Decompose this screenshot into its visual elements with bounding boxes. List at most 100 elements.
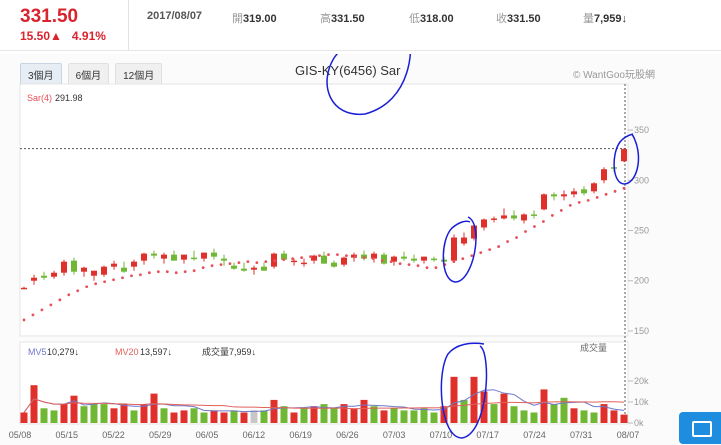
sar-dot — [318, 254, 321, 258]
mv20-value: 13,597↓ — [140, 347, 172, 357]
volume-bar — [220, 412, 228, 423]
price-tick-label: 350 — [634, 125, 649, 135]
sar-dot — [121, 276, 124, 280]
volume-bar — [120, 404, 128, 423]
tab-6-months[interactable]: 6個月 — [67, 63, 110, 86]
candle-body — [461, 237, 467, 244]
candle-body — [241, 268, 247, 271]
sar-dot — [398, 262, 402, 266]
change-value: 15.50▲ — [20, 29, 62, 43]
sar-dot — [40, 308, 44, 312]
volume-bar — [480, 391, 488, 423]
candle-body — [411, 258, 417, 261]
volume-bar — [260, 410, 268, 423]
candle-body — [541, 194, 547, 210]
close-stat: 收331.50 — [496, 10, 541, 26]
sar-dot — [156, 270, 160, 274]
x-tick-label: 07/24 — [523, 430, 546, 440]
candle-body — [31, 277, 37, 281]
volume-bar — [170, 412, 178, 423]
candle-body — [111, 263, 117, 267]
volume-bar — [280, 406, 288, 423]
volume-bar — [410, 410, 418, 423]
volume-bar — [90, 404, 98, 423]
candle-body — [531, 214, 537, 216]
candle-body — [571, 191, 577, 195]
high-label: 高 — [320, 13, 331, 25]
x-tick-label: 07/31 — [570, 430, 593, 440]
mv5-line — [23, 389, 625, 413]
sar-dot — [577, 200, 581, 204]
volume-bar — [540, 389, 548, 423]
candle-body — [151, 253, 157, 256]
x-tick-label: 05/22 — [102, 430, 125, 440]
sar-dot — [22, 318, 26, 322]
candle-body — [101, 266, 107, 275]
candle-body — [601, 169, 607, 181]
volume-tick-label: 20k — [634, 376, 649, 386]
candle-body — [421, 256, 427, 261]
sar-dot — [613, 189, 617, 193]
chat-widget-button[interactable] — [679, 412, 721, 444]
volume-bar — [570, 408, 578, 423]
sar-dot — [515, 236, 518, 239]
candle-body — [261, 266, 267, 271]
volume-bar — [550, 404, 558, 423]
candle-body — [141, 253, 147, 261]
sar-dot — [139, 273, 142, 277]
volume-bar — [430, 412, 438, 423]
price-block: 331.50 15.50▲ 4.91% — [20, 6, 125, 50]
volume-axis-title: 成交量 — [580, 342, 607, 353]
volume-bar — [210, 410, 218, 423]
volume-value: 7,959↓ — [594, 13, 628, 25]
ink-annotation-title — [326, 54, 412, 115]
candle-body — [71, 260, 77, 272]
sar-dots — [22, 186, 626, 322]
quote-bar-divider — [0, 50, 721, 51]
candle-body — [391, 256, 397, 262]
quote-bar: 331.50 15.50▲ 4.91% 2017/08/07 開319.00 高… — [0, 0, 721, 50]
candle-body — [471, 225, 477, 239]
price-pane — [19, 83, 629, 337]
open-label: 開 — [232, 13, 243, 25]
volume-bar — [310, 406, 318, 423]
ink-annotation-volume — [440, 342, 488, 439]
volume-bar — [100, 404, 108, 423]
volume-bar — [560, 397, 568, 423]
volume-bar — [50, 410, 58, 423]
volume-bar — [390, 408, 398, 423]
sar-dot — [210, 264, 214, 268]
volume-bar — [500, 393, 508, 423]
sar-dot — [219, 263, 223, 267]
candle-body — [121, 267, 127, 272]
divider — [128, 0, 129, 50]
x-tick-label: 06/26 — [336, 430, 359, 440]
sar-dot — [550, 214, 554, 217]
chart-title: GIS-KY(6456) Sar — [295, 63, 401, 78]
price-change: 15.50▲ 4.91% — [20, 29, 125, 43]
volume-bar — [400, 410, 408, 423]
price-tick-label: 200 — [634, 276, 649, 286]
volume-bar — [20, 412, 28, 423]
sar-dot — [300, 256, 304, 260]
candle-body — [301, 262, 307, 265]
candle-body — [621, 149, 627, 162]
sar-dot — [407, 263, 411, 267]
candle-body — [91, 270, 97, 276]
sar-dot — [559, 209, 563, 212]
volume-bar — [530, 412, 538, 423]
sar-dot — [488, 248, 492, 251]
change-percent: 4.91% — [71, 29, 106, 43]
x-tick-label: 08/07 — [617, 430, 640, 440]
sar-dot — [506, 240, 509, 243]
sar-dot — [228, 262, 232, 266]
sar-dot — [353, 255, 357, 259]
sar-dot — [85, 285, 89, 289]
sar-dot — [246, 260, 250, 264]
x-tick-label: 06/19 — [289, 430, 312, 440]
candle-body — [61, 261, 67, 273]
sar-dot — [147, 271, 151, 275]
candle-body — [251, 267, 257, 270]
volume-bar — [370, 406, 378, 423]
volume-bar — [520, 410, 528, 423]
